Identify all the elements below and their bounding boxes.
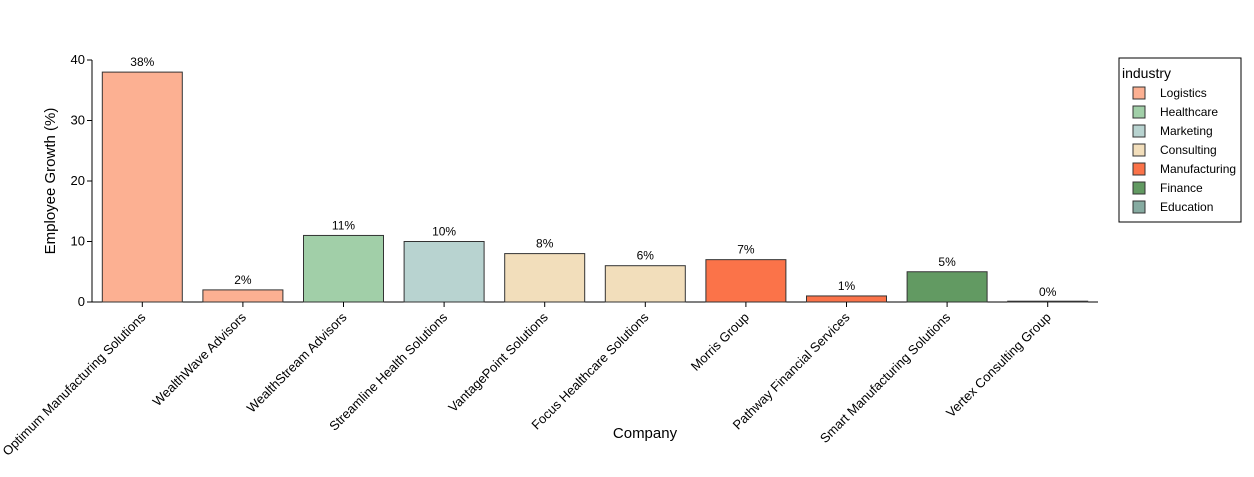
legend-title: industry: [1122, 65, 1171, 81]
bar: [1007, 300, 1089, 303]
x-tick-label: WealthWave Advisors: [150, 309, 250, 409]
plot-area: 0 10 20 30 40 38% Optimum Manufacturing Soluti…: [0, 52, 1098, 459]
y-axis-title: Employee Growth (%): [42, 108, 59, 255]
legend-item-label: Logistics: [1160, 86, 1207, 100]
bar: [906, 271, 988, 303]
bar: [806, 295, 887, 303]
bar-value-label: 10%: [432, 225, 456, 239]
bar: [202, 289, 284, 303]
legend-swatch: [1132, 181, 1146, 195]
bar-value-label: 1%: [838, 279, 856, 293]
bar: [504, 253, 586, 303]
bar: [303, 234, 384, 303]
bar-value-label: 38%: [130, 55, 154, 69]
x-tick-label: Focus Healthcare Solutions: [528, 309, 651, 432]
x-tick-label: Optimum Manufacturing Solutions: [0, 309, 149, 458]
bar: [101, 71, 183, 303]
legend-item-label: Manufacturing: [1160, 162, 1236, 176]
y-tick-label: 30: [71, 113, 85, 128]
legend-item-label: Education: [1160, 200, 1213, 214]
legend-item-label: Healthcare: [1160, 105, 1218, 119]
legend-item-label: Marketing: [1160, 124, 1213, 138]
legend-item-label: Finance: [1160, 181, 1203, 195]
legend-swatch: [1132, 162, 1146, 176]
y-tick-label: 20: [71, 173, 85, 188]
bar-value-label: 5%: [938, 255, 956, 269]
bar: [604, 265, 686, 303]
bar-value-label: 8%: [536, 237, 554, 251]
legend: industry Logistics Healthcare Marketing Cons…: [1118, 57, 1242, 223]
bar: [705, 259, 787, 303]
y-tick-label: 0: [78, 294, 85, 309]
x-tick-label: Streamline Health Solutions: [326, 309, 450, 433]
bar-value-label: 6%: [637, 249, 655, 263]
legend-swatch: [1132, 143, 1146, 157]
x-tick-label: Pathway Financial Services: [730, 309, 853, 432]
legend-swatch: [1132, 105, 1146, 119]
bar: [403, 241, 485, 303]
bar-value-label: 11%: [332, 218, 355, 232]
legend-item-label: Consulting: [1160, 143, 1217, 157]
x-tick-label: Vertex Consulting Group: [943, 310, 1054, 421]
bar-value-label: 2%: [234, 273, 252, 287]
legend-swatch: [1132, 124, 1146, 138]
legend-swatch: [1132, 86, 1146, 100]
x-axis-title: Company: [613, 425, 678, 442]
y-tick-label: 10: [71, 234, 85, 249]
legend-box: [1118, 57, 1242, 223]
bar-value-label: 7%: [737, 243, 755, 257]
y-tick-label: 40: [71, 52, 85, 67]
legend-swatch: [1132, 200, 1146, 214]
x-tick-label: VantagePoint Solutions: [445, 309, 551, 415]
x-tick-label: WealthStream Advisors: [244, 309, 350, 415]
bar-value-label: 0%: [1039, 285, 1057, 299]
x-tick-label: Morris Group: [688, 310, 752, 374]
